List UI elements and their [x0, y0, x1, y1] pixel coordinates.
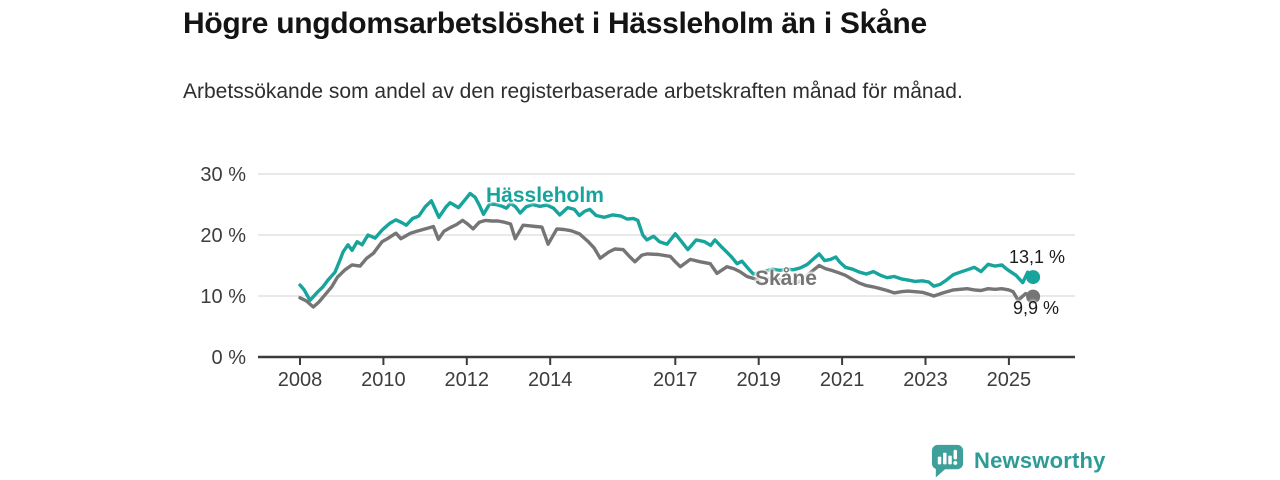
x-tick-label-2010: 2010 — [361, 369, 406, 391]
logo-bar-small — [937, 456, 942, 465]
x-tick-label-2023: 2023 — [903, 369, 948, 391]
x-tick-label-2021: 2021 — [820, 369, 865, 391]
x-tick-label-2012: 2012 — [445, 369, 490, 391]
chart-title: Högre ungdomsarbetslöshet i Hässleholm ä… — [183, 7, 927, 40]
newsworthy-wordmark: Newsworthy — [974, 447, 1106, 473]
logo-bar-tall — [943, 452, 947, 465]
series-line-hassleholm — [298, 191, 1035, 302]
y-tick-label-10: 10 % — [200, 286, 246, 308]
series-line-skane — [298, 218, 1035, 309]
newsworthy-attribution[interactable]: Newsworthy — [929, 442, 1106, 479]
logo-exclamation-bar — [953, 449, 958, 460]
logo-speech-bubble — [931, 444, 964, 470]
end-value-label-skane: 9,9 % — [1013, 298, 1060, 318]
y-tick-label-20: 20 % — [200, 225, 246, 247]
series-end-dot-skane — [1026, 289, 1041, 304]
x-tick-label-2008: 2008 — [278, 369, 323, 391]
x-tick-label-2025: 2025 — [987, 369, 1032, 391]
logo-exclamation-dot — [953, 460, 958, 465]
chart-subtitle: Arbetssökande som andel av den registerb… — [183, 80, 963, 103]
x-tick-label-2014: 2014 — [528, 369, 573, 391]
x-tick-label-2019: 2019 — [736, 369, 781, 391]
series-label-skane: Skåne — [755, 267, 817, 290]
logo-bar-medium — [948, 455, 952, 465]
newsworthy-logo-icon — [931, 444, 964, 478]
series-label-hassleholm: Hässleholm — [486, 184, 604, 207]
y-tick-label-30: 30 % — [200, 164, 246, 186]
y-tick-label-0: 0 % — [212, 347, 247, 369]
series-end-dot-hassleholm — [1026, 270, 1041, 285]
end-value-label-hassleholm: 13,1 % — [1009, 247, 1066, 267]
x-tick-label-2017: 2017 — [653, 369, 698, 391]
logo-bubble-tail — [935, 466, 946, 478]
